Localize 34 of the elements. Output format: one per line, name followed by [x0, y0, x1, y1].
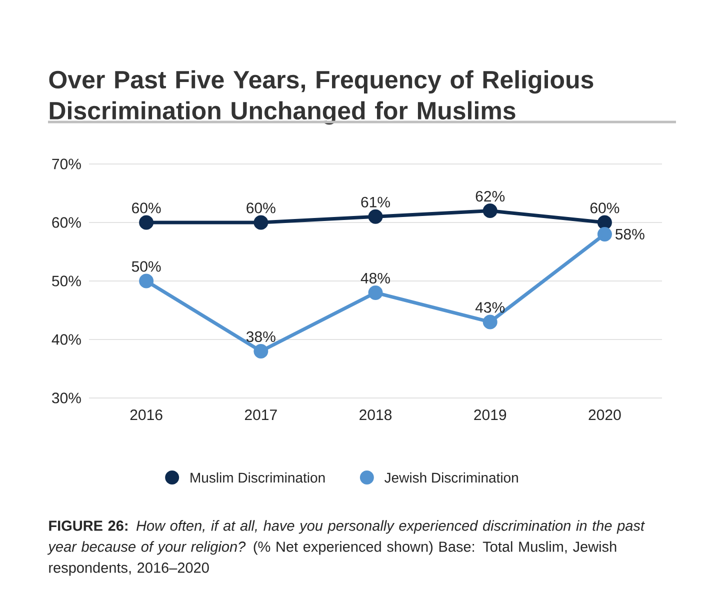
x-tick-label: 2016	[130, 410, 162, 420]
legend-label: Jewish Discrimination	[384, 472, 518, 483]
y-tick-label: 60%	[52, 217, 81, 228]
data-label: 60%	[246, 202, 276, 214]
chart-title: Over Past Five Years, Frequency of Religious Discrimination Unchanged for Muslims	[49, 70, 594, 125]
data-label: 60%	[590, 202, 620, 214]
point	[139, 274, 154, 288]
data-label: 58%	[615, 228, 644, 240]
point	[139, 215, 154, 230]
y-tick-label: 30%	[52, 392, 81, 404]
data-label: 43%	[475, 302, 505, 313]
data-label: 48%	[360, 272, 390, 284]
point	[482, 204, 498, 218]
x-tick-label: 2017	[244, 410, 277, 420]
x-tick-label: 2018	[360, 410, 392, 420]
x-tick-label: 2019	[474, 410, 506, 420]
data-label: 61%	[361, 196, 390, 208]
point	[368, 209, 383, 224]
y-tick-label: 50%	[52, 276, 81, 286]
data-label: 62%	[476, 190, 505, 202]
data-label: 50%	[132, 261, 161, 272]
data-label: 60%	[132, 202, 161, 214]
point	[254, 344, 268, 358]
x-tick-label: 2020	[588, 410, 621, 420]
y-tick-label: 40%	[52, 334, 81, 345]
point	[482, 314, 498, 330]
text: FIGURE 26: How often, if at all, have you personally experienced discrimination in the past year because of your religion? (% Net experienced shown) Base: Total Muslim, Jewish respondents, 2016–2020	[47, 520, 645, 576]
y-tick-label: 70%	[52, 158, 81, 170]
point	[597, 226, 612, 242]
point	[597, 215, 612, 230]
point	[254, 215, 268, 230]
data-label: 38%	[246, 331, 276, 342]
legend-label: Muslim Discrimination	[190, 472, 325, 483]
point	[368, 285, 383, 300]
